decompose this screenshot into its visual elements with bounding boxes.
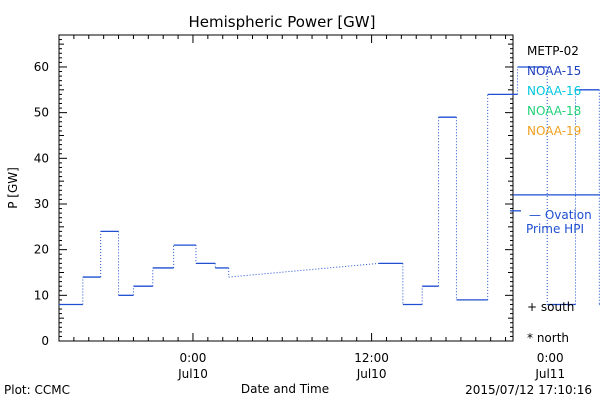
legend-entry: NOAA-15 (527, 64, 581, 78)
plot-frame (58, 34, 514, 342)
legend: METP-02 NOAA-15 NOAA-16 NOAA-18 NOAA-19 (527, 44, 581, 138)
legend-entry: NOAA-16 (527, 84, 581, 98)
y-axis: 0 10 20 30 40 50 60 (34, 34, 513, 348)
legend-entry: METP-02 (527, 44, 579, 58)
x-tick-label-time: 0:00 (537, 351, 564, 365)
legend-entry: NOAA-19 (527, 124, 581, 138)
y-tick-label: 40 (34, 151, 49, 165)
series-layer (59, 66, 600, 306)
plot-timestamp: 2015/07/12 17:10:16 (465, 383, 592, 397)
ovation-label: — Ovation (529, 208, 592, 222)
y-tick-label: 60 (34, 60, 49, 74)
x-tick-label-date: Jul11 (534, 367, 565, 381)
south-legend: + south (527, 300, 574, 314)
x-axis-label: Date and Time (241, 382, 329, 396)
x-tick-label-time: 0:00 (179, 351, 206, 365)
y-axis-label: P [GW] (6, 167, 20, 209)
y-tick-label: 50 (34, 106, 49, 120)
y-tick-label: 20 (34, 243, 49, 257)
y-tick-label: 10 (34, 288, 49, 302)
plot-credit: Plot: CCMC (4, 383, 70, 397)
north-legend: * north (527, 331, 569, 345)
series-gap-line (228, 262, 380, 278)
x-tick-label-time: 12:00 (354, 351, 389, 365)
x-tick-label-date: Jul10 (177, 367, 208, 381)
ovation-label-2: Prime HPI (526, 222, 584, 236)
y-tick-label: 0 (41, 334, 49, 348)
y-tick-label: 30 (34, 197, 49, 211)
x-axis: 0:00Jul1012:00Jul100:00Jul1112:00Jul110:… (58, 35, 565, 381)
legend-entry: NOAA-18 (527, 104, 581, 118)
chart-title: Hemispheric Power [GW] (189, 13, 376, 31)
x-tick-label-date: Jul10 (356, 367, 387, 381)
